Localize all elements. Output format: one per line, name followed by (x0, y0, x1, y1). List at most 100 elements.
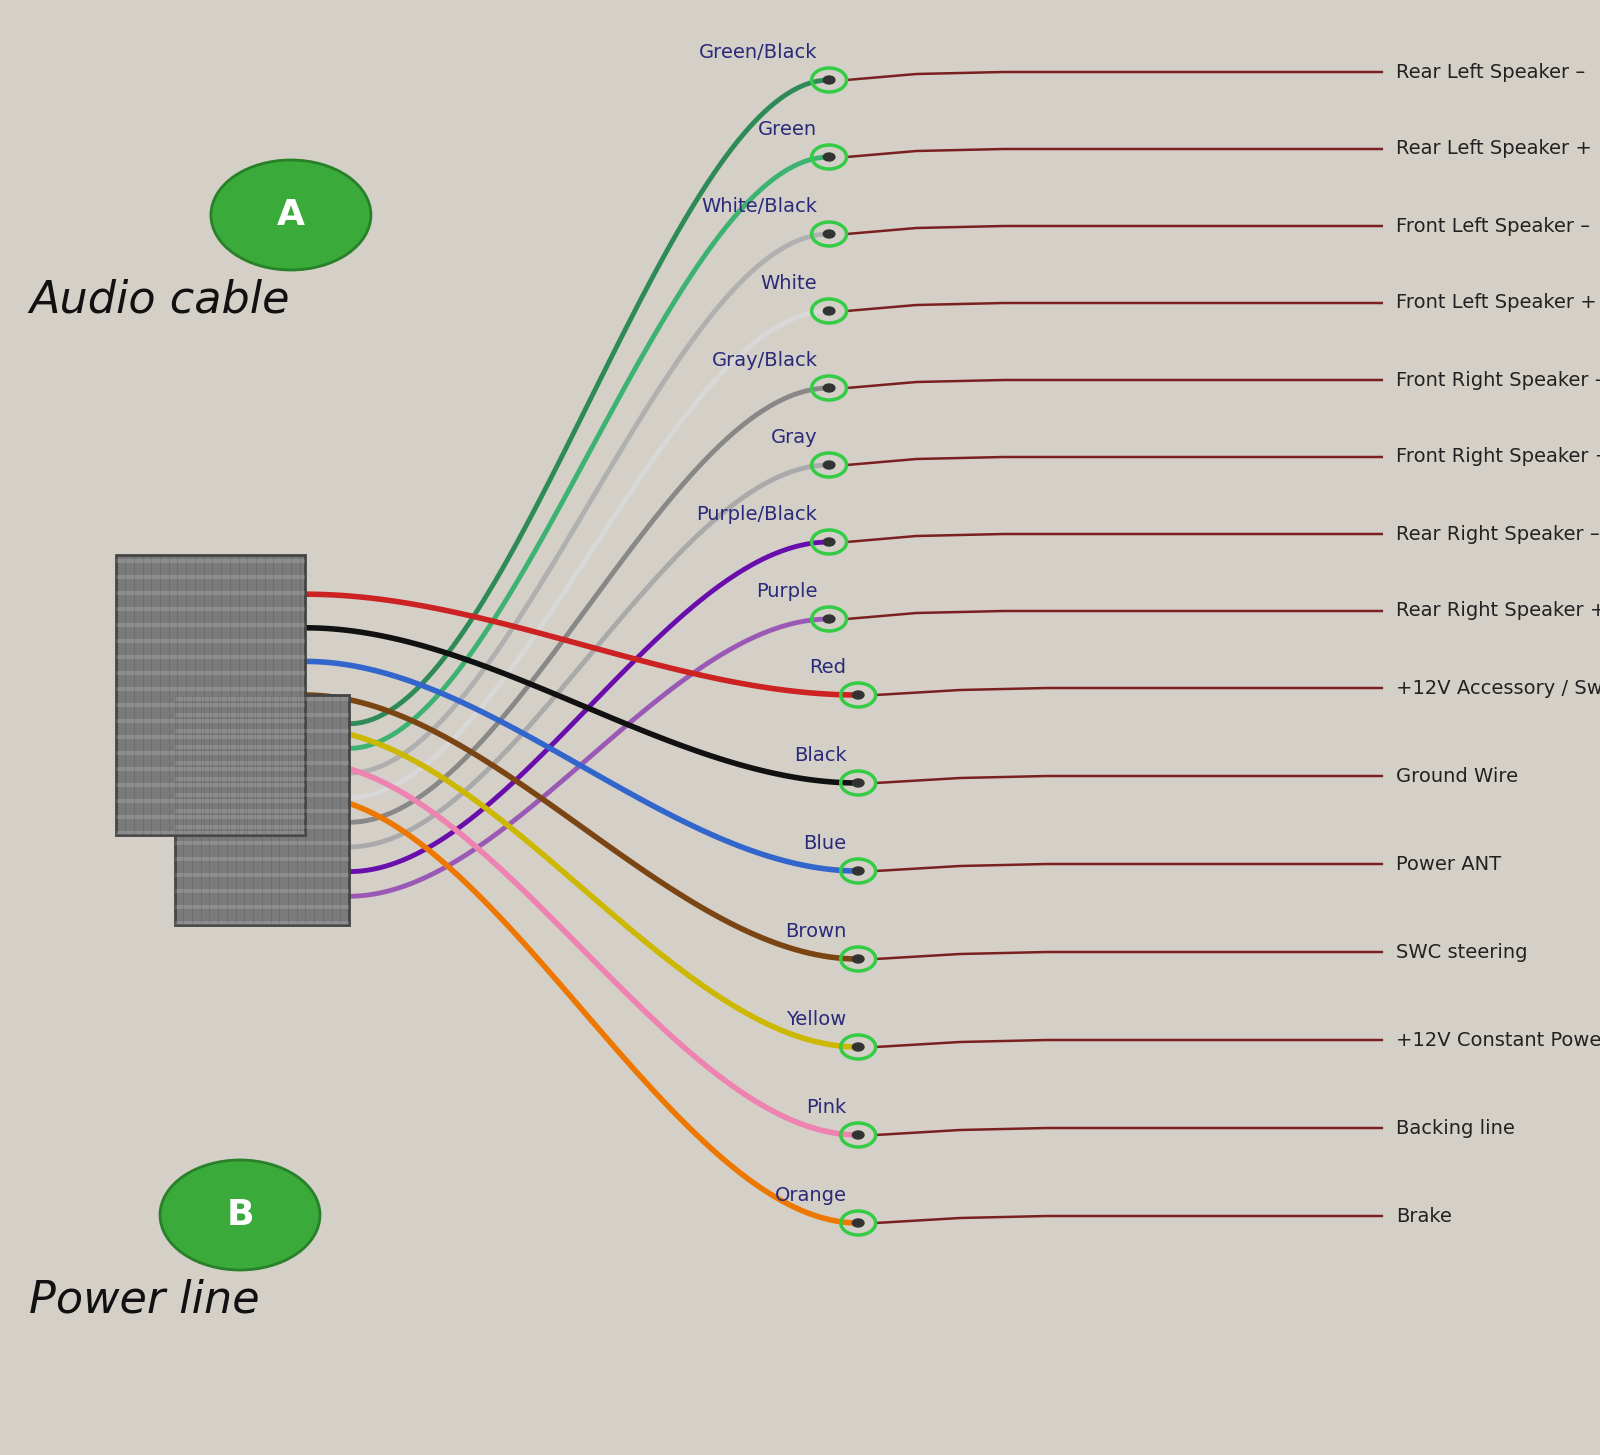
Circle shape (824, 615, 835, 623)
Bar (117, 554, 306, 835)
Circle shape (824, 76, 835, 84)
Text: Audio cable: Audio cable (29, 278, 290, 322)
Circle shape (211, 160, 371, 271)
Text: White: White (762, 274, 818, 292)
Bar (117, 831, 306, 835)
Bar (174, 754, 349, 757)
Text: Purple: Purple (755, 582, 818, 601)
Circle shape (853, 1043, 864, 1051)
Text: Rear Left Speaker +: Rear Left Speaker + (1397, 140, 1592, 159)
Circle shape (824, 153, 835, 162)
Bar (117, 679, 306, 682)
Text: Gray: Gray (771, 428, 818, 447)
Circle shape (160, 1160, 320, 1270)
Text: Gray/Black: Gray/Black (712, 351, 818, 370)
Bar (174, 809, 349, 813)
Bar (117, 687, 306, 691)
Bar (174, 889, 349, 893)
Bar (117, 808, 306, 810)
Text: Power line: Power line (29, 1279, 259, 1321)
Bar (117, 735, 306, 739)
Bar (174, 834, 349, 837)
Text: A: A (277, 198, 306, 231)
Bar (174, 761, 349, 765)
Circle shape (853, 691, 864, 698)
Bar (174, 866, 349, 869)
Bar (117, 639, 306, 643)
Text: Ground Wire: Ground Wire (1397, 767, 1518, 786)
Bar (117, 767, 306, 771)
Circle shape (824, 230, 835, 239)
Bar (174, 713, 349, 717)
Text: Brown: Brown (786, 922, 846, 941)
Text: SWC steering: SWC steering (1397, 943, 1528, 962)
Bar (174, 873, 349, 877)
Bar (117, 575, 306, 579)
Text: Pink: Pink (806, 1099, 846, 1117)
Text: +12V Accessory / Switch: +12V Accessory / Switch (1397, 678, 1600, 697)
Text: Black: Black (794, 746, 846, 765)
Circle shape (853, 954, 864, 963)
Bar (174, 770, 349, 773)
Bar (174, 777, 349, 781)
Bar (117, 760, 306, 762)
Bar (174, 786, 349, 789)
Text: Front Left Speaker +: Front Left Speaker + (1397, 294, 1597, 313)
Bar (174, 722, 349, 725)
Text: +12V Constant Power Supply: +12V Constant Power Supply (1397, 1030, 1600, 1049)
Bar (117, 711, 306, 714)
Bar (117, 559, 306, 563)
Circle shape (824, 307, 835, 314)
Bar (174, 880, 349, 885)
Bar (174, 818, 349, 821)
Text: Red: Red (810, 658, 846, 677)
Bar (117, 567, 306, 570)
Bar (174, 857, 349, 861)
Circle shape (853, 1219, 864, 1227)
Bar (117, 776, 306, 778)
Bar (117, 647, 306, 650)
Text: Front Left Speaker –: Front Left Speaker – (1397, 217, 1590, 236)
Text: Yellow: Yellow (786, 1010, 846, 1029)
Bar (174, 695, 349, 925)
Bar (117, 728, 306, 730)
Bar (174, 841, 349, 845)
Bar (117, 792, 306, 794)
Circle shape (824, 384, 835, 391)
Circle shape (853, 1131, 864, 1139)
Bar (117, 615, 306, 618)
Bar (117, 599, 306, 602)
Bar (174, 745, 349, 749)
Text: Green/Black: Green/Black (699, 44, 818, 63)
Bar (117, 783, 306, 787)
Bar (117, 655, 306, 659)
Bar (117, 607, 306, 611)
Text: Orange: Orange (774, 1186, 846, 1205)
Text: Rear Right Speaker +: Rear Right Speaker + (1397, 601, 1600, 620)
Bar (117, 815, 306, 819)
Bar (117, 623, 306, 627)
Bar (174, 905, 349, 909)
Bar (174, 802, 349, 805)
Bar (117, 671, 306, 675)
Bar (117, 824, 306, 826)
Bar (117, 751, 306, 755)
Bar (117, 744, 306, 746)
Bar (174, 850, 349, 853)
Text: Rear Left Speaker –: Rear Left Speaker – (1397, 63, 1586, 81)
Bar (117, 663, 306, 666)
Bar (117, 583, 306, 586)
Bar (117, 703, 306, 707)
Bar (117, 799, 306, 803)
Bar (174, 921, 349, 925)
Bar (117, 591, 306, 595)
Bar (117, 631, 306, 634)
Circle shape (824, 538, 835, 546)
Text: Front Right Speaker +: Front Right Speaker + (1397, 448, 1600, 467)
Bar (174, 825, 349, 829)
Text: B: B (226, 1197, 254, 1232)
Bar (174, 912, 349, 917)
Circle shape (824, 461, 835, 469)
Bar (174, 793, 349, 797)
Text: Green: Green (758, 119, 818, 140)
